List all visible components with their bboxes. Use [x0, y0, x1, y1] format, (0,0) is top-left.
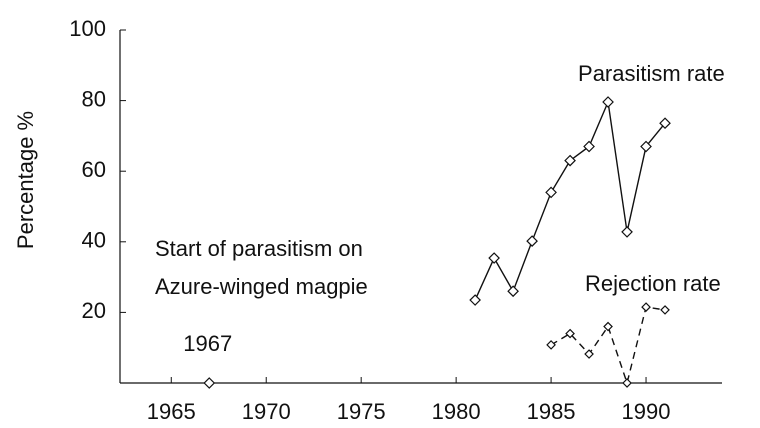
point — [565, 328, 575, 339]
x-tick-label: 1975 — [337, 399, 386, 424]
point — [602, 96, 614, 108]
annotation: Start of parasitism on — [155, 236, 363, 261]
point — [660, 305, 670, 315]
point — [622, 378, 632, 388]
y-tick-label: 60 — [82, 157, 106, 182]
y-tick-label: 40 — [82, 228, 106, 253]
start-year-label: 1967 — [183, 331, 232, 356]
point — [603, 321, 613, 332]
point — [507, 285, 519, 298]
point — [640, 140, 652, 153]
x-tick-label: 1970 — [242, 399, 291, 424]
series-label: Rejection rate — [585, 271, 721, 296]
x-tick-label: 1965 — [147, 399, 196, 424]
point — [584, 349, 594, 359]
y-tick-label: 80 — [82, 86, 106, 111]
annotation: Azure-winged magpie — [155, 274, 368, 299]
point — [488, 252, 500, 264]
y-tick-label: 20 — [82, 298, 106, 323]
start-point — [203, 377, 216, 389]
point — [564, 154, 576, 167]
point — [659, 117, 671, 130]
series-line — [550, 306, 666, 386]
x-tick-label: 1980 — [432, 399, 481, 424]
point — [526, 235, 538, 247]
point — [469, 294, 481, 306]
point — [641, 302, 651, 312]
y-axis-label: Percentage % — [13, 111, 38, 249]
point — [621, 226, 633, 238]
point — [545, 186, 557, 199]
x-tick-label: 1990 — [622, 399, 671, 424]
x-tick-label: 1985 — [527, 399, 576, 424]
point — [546, 340, 556, 350]
point — [583, 140, 595, 153]
y-tick-label: 100 — [69, 16, 106, 41]
series-label: Parasitism rate — [578, 61, 725, 86]
